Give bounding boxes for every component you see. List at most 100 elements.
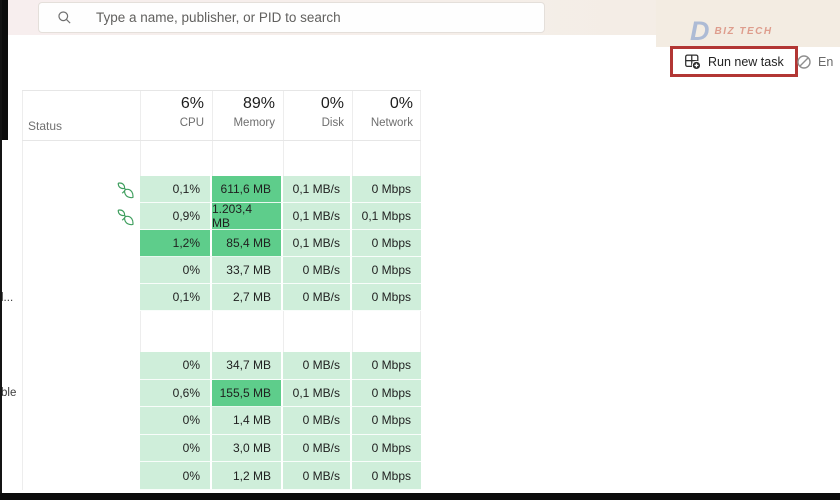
memory-cell: 1.203,4 MB xyxy=(212,202,283,230)
disk-cell: 0 MB/s xyxy=(283,284,352,311)
column-header-network[interactable]: 0% Network xyxy=(352,90,421,140)
cpu-cell: 0,1% xyxy=(140,176,212,203)
status-cell: l... xyxy=(1,284,140,311)
screen-edge xyxy=(0,0,8,140)
search-box[interactable] xyxy=(38,2,545,33)
process-group-1: 0,1% 611,6 MB 0,1 MB/s 0 Mbps 0,9% 1.203,4 MB… xyxy=(1,176,421,311)
status-cell xyxy=(22,257,140,284)
network-total-percent: 0% xyxy=(389,95,413,112)
end-task-label: En xyxy=(818,54,834,69)
memory-cell: 1,4 MB xyxy=(212,407,283,435)
memory-cell: 85,4 MB xyxy=(212,230,283,257)
process-row[interactable]: ble 0,6% 155,5 MB 0,1 MB/s 0 Mbps xyxy=(1,379,421,408)
status-cell xyxy=(22,203,140,230)
screen-edge xyxy=(0,0,2,500)
status-header-label: Status xyxy=(28,119,63,133)
status-cell xyxy=(22,462,140,490)
process-row[interactable]: 1,2% 85,4 MB 0,1 MB/s 0 Mbps xyxy=(22,230,421,257)
cpu-cell: 0% xyxy=(140,407,212,435)
cpu-cell: 0% xyxy=(140,462,212,490)
status-cell xyxy=(22,230,140,257)
disk-cell: 0 MB/s xyxy=(283,462,352,490)
memory-cell: 2,7 MB xyxy=(212,284,283,311)
network-cell: 0 Mbps xyxy=(352,352,421,380)
process-name-fragment: ble xyxy=(1,387,17,400)
cpu-cell: 0,1% xyxy=(140,284,212,311)
process-row[interactable]: 0% 34,7 MB 0 MB/s 0 Mbps xyxy=(22,352,421,380)
process-row[interactable]: 0% 3,0 MB 0 MB/s 0 Mbps xyxy=(22,434,421,463)
cpu-cell: 0,6% xyxy=(140,379,212,408)
memory-total-percent: 89% xyxy=(242,95,275,112)
network-cell: 0 Mbps xyxy=(352,284,421,311)
disk-cell: 0,1 MB/s xyxy=(283,230,352,257)
process-row[interactable]: 0,9% 1.203,4 MB 0,1 MB/s 0,1 Mbps xyxy=(22,202,421,230)
cpu-cell: 0% xyxy=(140,352,212,380)
memory-header-label: Memory xyxy=(233,117,275,129)
memory-cell: 1,2 MB xyxy=(212,462,283,490)
search-icon xyxy=(58,11,71,24)
process-row[interactable]: 0% 1,4 MB 0 MB/s 0 Mbps xyxy=(22,407,421,435)
cpu-cell: 0% xyxy=(140,257,212,284)
network-cell: 0 Mbps xyxy=(352,230,421,257)
screen-edge xyxy=(0,493,840,500)
status-cell xyxy=(22,407,140,435)
new-task-icon xyxy=(685,54,701,70)
disk-header-label: Disk xyxy=(321,117,344,129)
table-gridline xyxy=(22,90,421,91)
memory-cell: 34,7 MB xyxy=(212,352,283,380)
process-group-2: 0% 34,7 MB 0 MB/s 0 Mbps ble 0,6% 155,5 MB 0,1 … xyxy=(1,352,421,490)
column-header-cpu[interactable]: 6% CPU xyxy=(140,90,212,140)
status-cell xyxy=(22,435,140,463)
disk-cell: 0 MB/s xyxy=(283,434,352,463)
process-row[interactable]: 0,1% 611,6 MB 0,1 MB/s 0 Mbps xyxy=(22,176,421,203)
process-name-fragment: l... xyxy=(1,291,14,304)
network-cell: 0 Mbps xyxy=(352,434,421,463)
memory-cell: 155,5 MB xyxy=(212,379,283,408)
status-cell xyxy=(22,176,140,203)
memory-cell: 33,7 MB xyxy=(212,257,283,284)
process-row[interactable]: 0% 33,7 MB 0 MB/s 0 Mbps xyxy=(22,257,421,284)
network-cell: 0 Mbps xyxy=(352,407,421,435)
memory-cell: 3,0 MB xyxy=(212,434,283,463)
disk-cell: 0,1 MB/s xyxy=(283,379,352,408)
network-cell: 0 Mbps xyxy=(352,379,421,408)
cpu-header-label: CPU xyxy=(179,117,204,129)
watermark: D BIZ TECH xyxy=(690,18,773,45)
run-new-task-button[interactable]: Run new task xyxy=(670,46,798,77)
column-header-disk[interactable]: 0% Disk xyxy=(283,90,352,140)
process-row[interactable]: 0% 1,2 MB 0 MB/s 0 Mbps xyxy=(22,462,421,490)
cpu-cell: 1,2% xyxy=(140,230,212,257)
memory-cell: 611,6 MB xyxy=(212,176,283,203)
process-table: Status 6% CPU 89% Memory 0% Disk 0% Netw… xyxy=(1,90,421,490)
search-input[interactable] xyxy=(94,9,544,26)
run-new-task-label: Run new task xyxy=(708,54,784,69)
status-cell: ble xyxy=(1,380,140,408)
disk-cell: 0 MB/s xyxy=(283,257,352,284)
cpu-cell: 0,9% xyxy=(140,203,212,230)
disk-total-percent: 0% xyxy=(320,95,344,112)
table-gridline xyxy=(22,140,421,141)
top-right-panel xyxy=(656,0,840,47)
network-header-label: Network xyxy=(370,117,413,129)
efficiency-mode-icon xyxy=(117,181,134,198)
column-header-memory[interactable]: 89% Memory xyxy=(212,90,283,140)
table-header: Status 6% CPU 89% Memory 0% Disk 0% Netw… xyxy=(22,90,421,140)
cpu-cell: 0% xyxy=(140,434,212,463)
end-task-button[interactable]: En xyxy=(796,51,840,72)
status-cell xyxy=(22,352,140,380)
efficiency-mode-icon xyxy=(117,208,134,225)
watermark-text: BIZ TECH xyxy=(714,26,773,37)
network-cell: 0,1 Mbps xyxy=(352,203,421,230)
watermark-logo: D xyxy=(690,16,710,46)
process-row[interactable]: l... 0,1% 2,7 MB 0 MB/s 0 Mbps xyxy=(1,284,421,311)
disk-cell: 0 MB/s xyxy=(283,407,352,435)
prohibition-icon xyxy=(797,54,811,69)
cpu-total-percent: 6% xyxy=(180,95,204,112)
disk-cell: 0,1 MB/s xyxy=(283,176,352,203)
disk-cell: 0,1 MB/s xyxy=(283,203,352,230)
network-cell: 0 Mbps xyxy=(352,257,421,284)
table-gridline xyxy=(22,90,23,490)
network-cell: 0 Mbps xyxy=(352,462,421,490)
network-cell: 0 Mbps xyxy=(352,176,421,203)
